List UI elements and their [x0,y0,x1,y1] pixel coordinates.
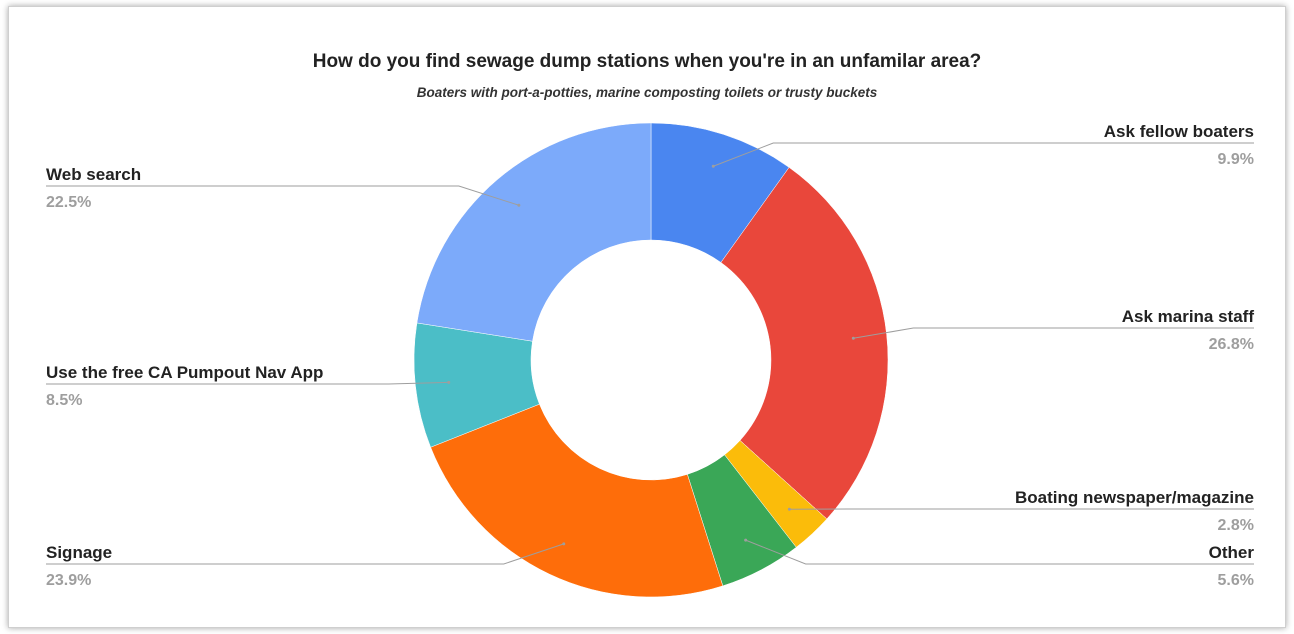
slice-value-label: 8.5% [46,392,82,409]
slice-label: Other [1209,543,1255,562]
slice-ask-marina-staff [720,167,889,520]
chart-subtitle: Boaters with port-a-potties, marine comp… [417,85,878,100]
slice-value-label: 9.9% [1218,151,1254,168]
leader-line [46,185,519,206]
slice-value-label: 23.9% [46,572,91,589]
leader-dot [851,336,855,340]
leader-dot [744,538,748,542]
leader-line [713,142,1254,167]
slice-value-label: 22.5% [46,194,91,211]
leader-dot [447,380,451,384]
slices-group [413,122,889,598]
slice-value-label: 5.6% [1218,572,1254,589]
slice-label: Signage [46,543,112,562]
slice-signage [430,403,724,598]
leader-line [46,381,449,385]
leader-dot [562,542,566,546]
slice-label: Use the free CA Pumpout Nav App [46,363,323,382]
slice-value-label: 2.8% [1218,517,1254,534]
slice-label: Web search [46,165,141,184]
labels-group: Ask fellow boaters 9.9% Ask marina staff 26… [46,122,1254,589]
chart-frame: How do you find sewage dump stations whe… [8,6,1286,628]
leader-line [46,543,564,565]
leader-dot [787,507,791,511]
slice-label: Boating newspaper/magazine [1015,488,1254,507]
leader-line [745,539,1254,565]
slice-web-search [416,122,652,342]
leader-dot [517,203,521,207]
leader-line [853,327,1254,339]
donut-chart: How do you find sewage dump stations whe… [46,51,1254,598]
chart-title: How do you find sewage dump stations whe… [313,51,982,72]
slice-label: Ask fellow boaters [1104,122,1254,141]
leader-dot [711,164,715,168]
slice-label: Ask marina staff [1122,307,1255,326]
slice-value-label: 26.8% [1209,336,1254,353]
